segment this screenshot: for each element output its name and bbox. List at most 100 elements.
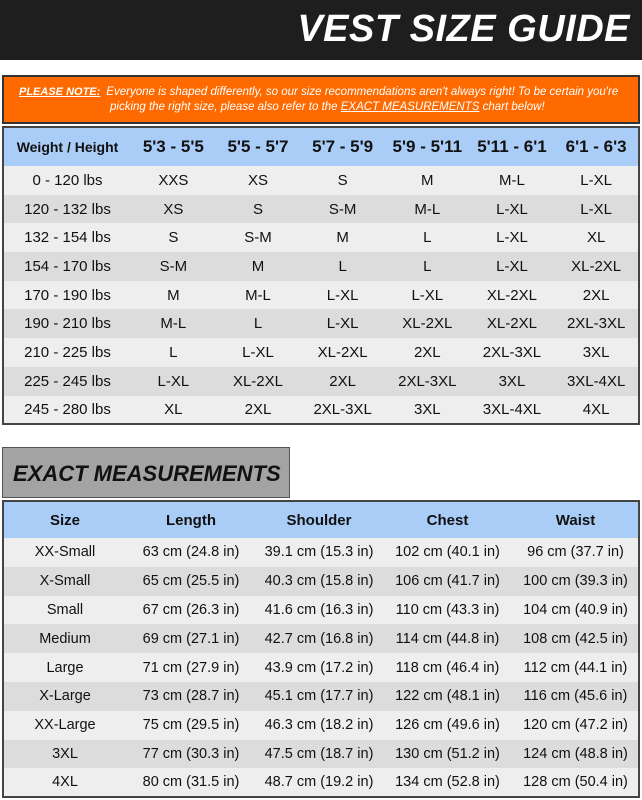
table-cell: S-M [300,194,385,224]
table-cell: 210 - 225 lbs [3,338,131,367]
note-text: Everyone is shaped differently, so our s… [106,86,619,98]
measurements-table: Size Length Shoulder Chest Waist XX-Small 63 … [2,500,640,799]
table-row: 3XL 77 cm (30.3 in) 47.5 cm (18.7 in) 130 c… [3,739,639,769]
table-cell: 130 cm (51.2 in) [382,739,513,769]
table-cell: Medium [3,624,126,654]
table-row: 0 - 120 lbs XXS XS S M M-L L-XL [3,166,639,195]
table-cell: 122 cm (48.1 in) [382,681,513,711]
table-cell: 40.3 cm (15.8 in) [256,566,382,596]
header-bar: VEST SIZE GUIDE [0,0,642,60]
table-cell: L [300,252,385,281]
table-cell: XX-Large [3,710,126,740]
table-cell: 120 - 132 lbs [3,194,131,224]
table-cell: 39.1 cm (15.3 in) [256,538,382,567]
table-cell: 110 cm (43.3 in) [382,595,513,625]
table-cell: L-XL [215,338,301,367]
table-cell: 120 cm (47.2 in) [513,710,639,740]
table-cell: 2XL-3XL [554,309,639,339]
table-cell: S-M [131,252,216,281]
table-cell: 69 cm (27.1 in) [126,624,256,654]
column-header: 5'3 - 5'5 [131,127,216,166]
table-cell: XL-2XL [554,252,639,281]
table-cell: 225 - 245 lbs [3,366,131,396]
table-cell: L-XL [384,280,470,310]
column-header: 5'11 - 6'1 [469,127,555,166]
table-cell: 80 cm (31.5 in) [126,768,256,798]
table-cell: M-L [131,309,216,339]
table-cell: 67 cm (26.3 in) [126,595,256,625]
table-cell: 114 cm (44.8 in) [382,624,513,654]
column-header: 5'9 - 5'11 [384,127,470,166]
table-cell: S-M [215,223,301,253]
table-cell: L [215,309,301,339]
table-cell: 47.5 cm (18.7 in) [256,739,382,769]
table-cell: M-L [469,166,555,195]
table-cell: 2XL [384,338,470,367]
column-header: 5'7 - 5'9 [300,127,385,166]
table-cell: XL-2XL [300,338,385,367]
table-cell: 104 cm (40.9 in) [513,595,639,625]
column-header: Waist [513,501,639,538]
table-cell: L [384,252,470,281]
column-header: Length [126,501,256,538]
table-cell: 170 - 190 lbs [3,280,131,310]
table-row: 120 - 132 lbs XS S S-M M-L L-XL L-XL [3,194,639,224]
table-cell: M [384,166,470,195]
column-header: Chest [382,501,513,538]
table-cell: XL [131,395,216,425]
table-cell: 2XL [554,280,639,310]
table-cell: 102 cm (40.1 in) [382,538,513,567]
column-header: Size [3,501,126,538]
table-cell: 71 cm (27.9 in) [126,653,256,682]
table-cell: L-XL [554,166,639,195]
table-cell: M [215,252,301,281]
table-cell: 3XL [384,395,470,425]
table-cell: 128 cm (50.4 in) [513,768,639,798]
table-row: 245 - 280 lbs XL 2XL 2XL-3XL 3XL 3XL-4XL 4XL [3,395,639,425]
table-cell: 45.1 cm (17.7 in) [256,681,382,711]
note-text-2: picking the right size, please also refe… [110,101,341,113]
table-cell: 2XL-3XL [384,366,470,396]
table-row: 132 - 154 lbs S S-M M L L-XL XL [3,223,639,253]
table-cell: X-Large [3,681,126,711]
table-row: X-Small 65 cm (25.5 in) 40.3 cm (15.8 in) 1… [3,566,639,596]
measurements-title: EXACT MEASUREMENTS [13,461,281,486]
table-cell: 112 cm (44.1 in) [513,653,639,682]
table-cell: 116 cm (45.6 in) [513,681,639,711]
table-cell: 41.6 cm (16.3 in) [256,595,382,625]
table-cell: M-L [384,194,470,224]
table-cell: 2XL-3XL [300,395,385,425]
table-cell: M [300,223,385,253]
note-text-3: chart below! [479,101,545,113]
table-cell: 2XL [300,366,385,396]
table-row: X-Large 73 cm (28.7 in) 45.1 cm (17.7 in) 1… [3,681,639,711]
page-title: VEST SIZE GUIDE [297,8,630,50]
table-cell: Large [3,653,126,682]
table-cell: XL-2XL [384,309,470,339]
column-header: 5'5 - 5'7 [215,127,301,166]
table-row: Medium 69 cm (27.1 in) 42.7 cm (16.8 in) 11… [3,624,639,654]
table-row: XX-Small 63 cm (24.8 in) 39.1 cm (15.3 in)… [3,538,639,567]
measurements-header: Size Length Shoulder Chest Waist [3,501,639,538]
note-label: PLEASE NOTE: [19,86,101,98]
size-chart-header: Weight / Height 5'3 - 5'5 5'5 - 5'7 5'7 - 5… [3,127,639,166]
table-cell: 77 cm (30.3 in) [126,739,256,769]
table-cell: XL [554,223,639,253]
table-row: XX-Large 75 cm (29.5 in) 46.3 cm (18.2 in)… [3,710,639,740]
table-cell: L-XL [554,194,639,224]
table-cell: 3XL-4XL [554,366,639,396]
table-cell: L [384,223,470,253]
size-chart-table: Weight / Height 5'3 - 5'5 5'5 - 5'7 5'7 - 5… [2,126,640,426]
table-cell: XL-2XL [469,280,555,310]
table-cell: XXS [131,166,216,195]
exact-measurements-link[interactable]: EXACT MEASUREMENTS [340,101,480,113]
table-cell: 124 cm (48.8 in) [513,739,639,769]
table-cell: L-XL [300,309,385,339]
table-cell: XL-2XL [469,309,555,339]
table-cell: XS [215,166,301,195]
table-cell: 75 cm (29.5 in) [126,710,256,740]
table-cell: L-XL [469,223,555,253]
table-cell: 126 cm (49.6 in) [382,710,513,740]
table-row: 225 - 245 lbs L-XL XL-2XL 2XL 2XL-3XL 3XL 3XL-… [3,366,639,396]
table-cell: 42.7 cm (16.8 in) [256,624,382,654]
